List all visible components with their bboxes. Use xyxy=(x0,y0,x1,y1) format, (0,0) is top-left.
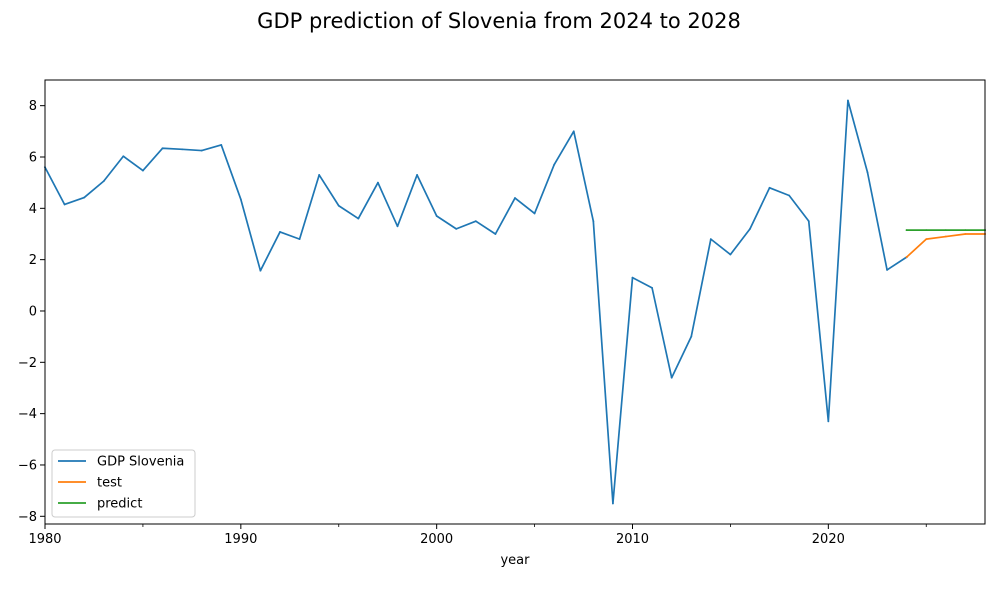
axes-layer: 1980 1990 2000 2010 2020 −8 −6 −4 −2 0 2 4 6 8 xyxy=(18,99,927,547)
data-point xyxy=(357,217,360,220)
data-point xyxy=(944,235,947,238)
data-point xyxy=(925,229,928,232)
x-tick-label: 2010 xyxy=(616,532,649,547)
data-point xyxy=(474,220,477,223)
data-point xyxy=(161,147,164,150)
data-point xyxy=(377,181,379,184)
x-tick-label: 1980 xyxy=(28,532,61,547)
legend-label: predict xyxy=(97,497,142,512)
data-point xyxy=(455,227,458,230)
data-point xyxy=(63,203,66,206)
x-tick-label: 1990 xyxy=(224,532,257,547)
data-point xyxy=(435,215,438,217)
x-tick-label: 2020 xyxy=(812,532,845,547)
data-point xyxy=(533,212,536,215)
y-tick-label: −8 xyxy=(18,510,37,525)
data-point xyxy=(142,169,144,172)
data-point xyxy=(494,233,497,235)
legend: GDP Slovenia test predict xyxy=(51,449,196,518)
y-tick-label: −2 xyxy=(18,356,37,371)
data-point xyxy=(83,196,86,199)
legend-box xyxy=(51,449,196,518)
series-line-1 xyxy=(905,233,986,259)
data-point xyxy=(122,155,125,158)
legend-label: test xyxy=(97,476,122,491)
data-point xyxy=(416,174,418,176)
data-point xyxy=(279,231,281,233)
legend-label: GDP Slovenia xyxy=(97,455,184,470)
data-point xyxy=(102,180,105,183)
data-point xyxy=(964,229,967,232)
data-point xyxy=(749,227,751,230)
data-point xyxy=(709,238,712,241)
data-point xyxy=(298,238,301,241)
data-point xyxy=(670,376,673,379)
x-axis-title: year xyxy=(500,553,530,568)
data-point xyxy=(827,420,830,423)
series-layer xyxy=(43,99,986,505)
data-point xyxy=(396,225,399,228)
data-point xyxy=(612,502,614,505)
data-point xyxy=(631,276,634,279)
data-point xyxy=(886,269,888,271)
data-point xyxy=(847,99,849,102)
y-tick-label: 4 xyxy=(29,202,37,217)
series-line-0 xyxy=(43,99,908,505)
data-point xyxy=(807,220,810,223)
data-point xyxy=(729,253,732,256)
data-point xyxy=(690,335,693,338)
data-point xyxy=(651,286,653,289)
chart-title: GDP prediction of Slovenia from 2024 to … xyxy=(257,9,741,33)
data-point xyxy=(181,148,183,151)
data-point xyxy=(318,174,321,176)
x-tick-label: 2000 xyxy=(420,532,453,547)
data-point xyxy=(944,229,947,232)
plot-frame xyxy=(44,79,986,525)
data-point xyxy=(514,197,516,199)
data-point xyxy=(905,256,908,258)
data-point xyxy=(866,171,869,174)
data-point xyxy=(925,238,928,241)
data-point xyxy=(768,186,771,189)
data-point xyxy=(259,269,262,272)
data-point xyxy=(239,198,242,201)
y-tick-label: 0 xyxy=(29,304,37,319)
y-tick-label: −4 xyxy=(18,407,37,422)
data-point xyxy=(905,229,908,232)
data-point xyxy=(337,204,340,207)
data-point xyxy=(553,163,556,166)
data-point xyxy=(592,220,595,223)
data-point xyxy=(788,194,791,197)
data-point xyxy=(200,149,203,152)
data-point xyxy=(964,233,967,235)
y-tick-label: 6 xyxy=(29,150,37,165)
data-point xyxy=(572,130,575,133)
data-point xyxy=(220,144,223,146)
y-tick-label: 2 xyxy=(29,253,37,268)
y-tick-label: 8 xyxy=(29,99,37,114)
y-tick-label: −6 xyxy=(18,458,37,473)
